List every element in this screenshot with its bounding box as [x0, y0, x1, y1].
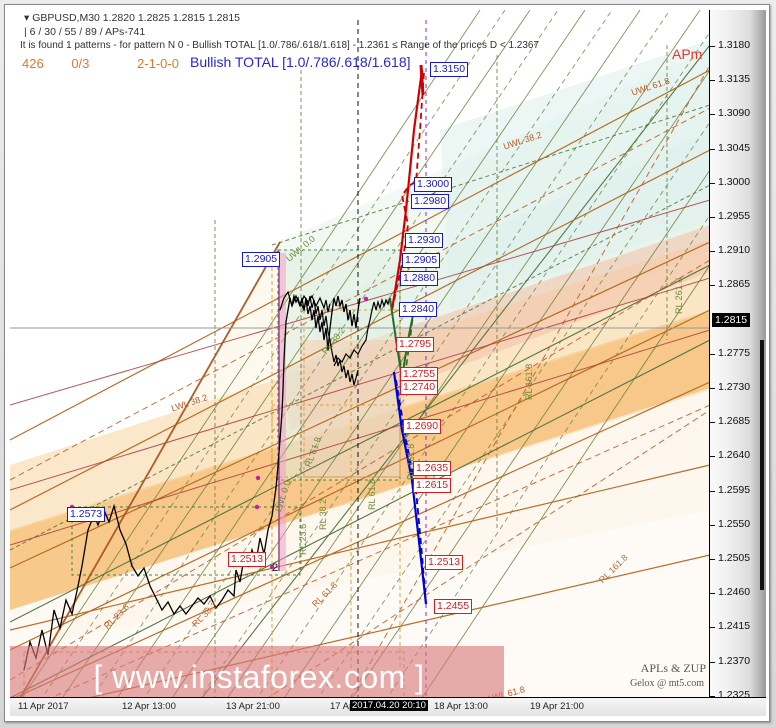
symbol-header: ▾ GBPUSD,M30 1.2820 1.2825 1.2815 1.2815 [24, 12, 240, 24]
chart-canvas[interactable]: ▾ GBPUSD,M30 1.2820 1.2825 1.2815 1.2815… [10, 10, 766, 716]
indicator-header: | 6 / 30 / 55 / 89 / APs-741 [24, 26, 146, 38]
level-label-rl-382-c: RL 38.2 [318, 498, 328, 530]
price-tick-label: 1.2370 [718, 654, 751, 667]
price-tick-mark [710, 148, 715, 150]
pattern-title: Bullish TOTAL [1.0/.786/.618/1.618] [190, 54, 411, 70]
price-label-target[interactable]: 1.2795 [396, 337, 435, 352]
price-tick-mark [710, 182, 715, 184]
level-label-rl-236-b: RL 23.6 [298, 523, 308, 555]
price-label-target[interactable]: 1.2880 [400, 271, 439, 286]
price-tick-mark [710, 353, 715, 355]
price-tick-mark [710, 285, 715, 287]
level-label-rl-618-c: RL 61.8 [367, 478, 377, 510]
price-tick-mark [710, 661, 715, 663]
price-tick-label: 1.3045 [718, 141, 751, 154]
price-label-target[interactable]: 1.2905 [402, 253, 441, 268]
stat-count: 426 [22, 56, 44, 71]
price-tick-mark [710, 388, 715, 389]
price-tick-label: 1.2460 [718, 586, 751, 599]
price-tick-mark [710, 490, 715, 492]
price-label-target[interactable]: 1.2690 [403, 419, 442, 434]
price-tick-mark [710, 114, 715, 116]
level-label-rl-2618: RL 261.8 [674, 277, 684, 314]
price-label-target[interactable]: 1.2635 [413, 461, 452, 476]
time-tick-label: 12 Apr 13:00 [122, 701, 176, 712]
price-tick-label: 1.2595 [718, 483, 751, 496]
price-tick-label: 1.2640 [718, 449, 751, 462]
price-label-target[interactable]: 1.2455 [434, 599, 473, 614]
price-tick-label: 1.2415 [718, 620, 751, 633]
stat-ratio: 0/3 [71, 56, 90, 71]
price-tick-mark [710, 559, 715, 560]
price-tick-label: 1.2775 [718, 346, 751, 359]
symbol-ohlc-text: GBPUSD,M30 1.2820 1.2825 1.2815 1.2815 [32, 12, 241, 24]
price-label-target[interactable]: 1.2980 [411, 194, 450, 209]
price-tick-label: 1.2505 [718, 552, 751, 564]
price-label-target[interactable]: 1.2840 [399, 302, 438, 317]
price-label-target[interactable]: 1.2930 [405, 233, 444, 248]
swing-marker-2: 2 [272, 562, 279, 574]
price-tick-label: 1.2550 [718, 517, 751, 530]
watermark-text: [ www.instaforex.com ] [93, 659, 425, 695]
price-tick-mark [710, 422, 715, 424]
credit-main: APLs & ZUP [640, 661, 706, 675]
price-tick-label: 1.2910 [718, 244, 751, 257]
price-tick-mark [710, 217, 715, 218]
credit-sub: Gelox @ mt5.com [630, 678, 704, 689]
price-tick-mark [710, 46, 715, 47]
price-tick-mark [710, 695, 715, 697]
price-label-swing-low-2[interactable]: 1.2513 [228, 552, 267, 567]
current-time-badge: 2017.04.20 20:10 [350, 700, 428, 711]
price-tick-label: 1.3000 [718, 175, 751, 188]
price-tick-label: 1.3135 [718, 73, 751, 86]
level-label-rl-1618-b: RL 161.8 [524, 363, 534, 400]
price-tick-label: 1.3090 [718, 107, 751, 120]
price-tick-mark [710, 627, 715, 629]
price-tick-mark [710, 593, 715, 595]
current-price-badge: 1.2815 [712, 312, 751, 327]
price-label-target[interactable]: 1.3150 [430, 62, 469, 77]
pattern-description: It is found 1 patterns - for pattern N 0… [20, 40, 540, 51]
price-label-swing-high[interactable]: 1.2905 [242, 252, 281, 267]
price-tick-label: 1.3180 [718, 39, 751, 51]
price-scale[interactable]: 1.3180 1.3135 1.3090 1.3045 1.3000 1.2955 1.29… [709, 10, 766, 716]
stat-code: 2-1-0-0 [137, 56, 179, 71]
price-tick-label: 1.2955 [718, 210, 751, 222]
price-tick-mark [710, 80, 715, 82]
time-tick-label: 19 Apr 21:00 [530, 701, 584, 712]
price-label-target[interactable]: 1.3000 [414, 177, 453, 192]
price-tick-label: 1.2730 [718, 381, 751, 393]
chart-dropdown-icon[interactable]: ▾ [24, 12, 30, 24]
price-label-target[interactable]: 1.2513 [425, 555, 464, 570]
time-tick-label: 18 Apr 13:00 [434, 701, 488, 712]
price-tick-label: 1.2865 [718, 278, 751, 291]
watermark-bar [10, 646, 504, 698]
price-tick-mark [710, 456, 715, 458]
apm-label: APm [672, 46, 703, 62]
price-label-target[interactable]: 1.2740 [400, 380, 439, 395]
price-label-target[interactable]: 1.2615 [413, 478, 452, 493]
price-tick-mark [710, 524, 715, 526]
time-tick-label: 11 Apr 2017 [18, 701, 69, 712]
price-label-swing-low[interactable]: 1.2573 [67, 507, 106, 522]
chart-frame: ▾ GBPUSD,M30 1.2820 1.2825 1.2815 1.2815… [4, 4, 770, 722]
price-scrollbar[interactable] [760, 340, 764, 590]
price-tick-mark [710, 251, 715, 253]
price-tick-label: 1.2685 [718, 415, 751, 428]
pattern-stats: 426 0/3 2-1-0-0 [22, 56, 179, 71]
time-tick-label: 13 Apr 21:00 [226, 701, 280, 712]
